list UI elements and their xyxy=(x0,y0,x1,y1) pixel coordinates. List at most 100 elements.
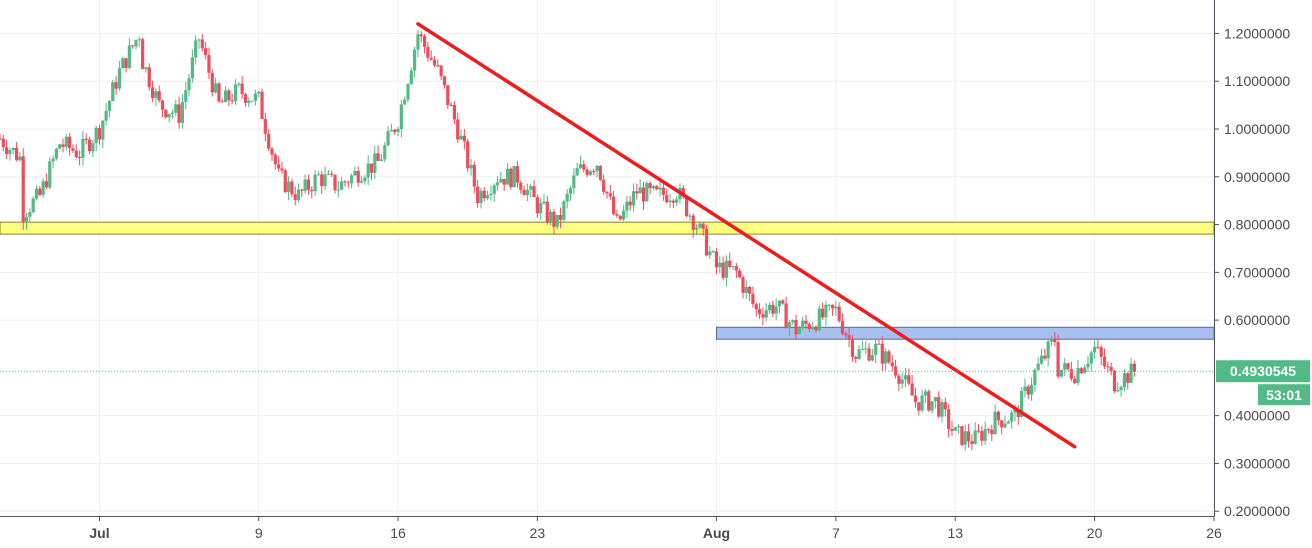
candle-body xyxy=(214,83,218,93)
candle xyxy=(479,187,483,209)
candle xyxy=(903,367,908,388)
candle-body xyxy=(685,196,689,216)
candle-body xyxy=(900,379,904,384)
candle-body xyxy=(204,48,208,56)
candle-body xyxy=(422,36,427,47)
candle xyxy=(1010,410,1014,429)
candle-body xyxy=(207,55,211,73)
candle-body xyxy=(874,343,878,355)
candle-body xyxy=(462,135,466,142)
candle xyxy=(320,171,324,195)
candle-body xyxy=(943,402,947,410)
candle xyxy=(137,36,141,47)
candle-body xyxy=(330,173,334,175)
candle-body xyxy=(0,138,2,140)
x-tick-label: 23 xyxy=(530,525,546,541)
candle xyxy=(204,41,208,60)
candle xyxy=(210,69,214,97)
candle xyxy=(353,166,357,177)
candle-body xyxy=(801,320,805,329)
candle xyxy=(273,152,277,170)
candle-body xyxy=(54,148,58,159)
candle xyxy=(41,178,45,198)
candle-body xyxy=(515,166,520,183)
candle xyxy=(160,99,165,118)
candle-body xyxy=(253,93,258,101)
candle-body xyxy=(187,78,191,91)
candle-body xyxy=(346,182,350,184)
candle-body xyxy=(1129,363,1133,383)
candle-body xyxy=(817,308,821,331)
candle xyxy=(1046,339,1050,367)
candle-body xyxy=(87,139,92,152)
candle xyxy=(283,168,287,194)
candle-body xyxy=(1112,370,1117,392)
candle xyxy=(751,286,755,308)
candle-body xyxy=(217,83,221,102)
y-tick-label: 1.1000000 xyxy=(1224,73,1290,89)
candle xyxy=(200,33,204,52)
candle xyxy=(791,319,795,326)
candle-body xyxy=(917,402,921,411)
candle-body xyxy=(396,128,400,133)
candle-body xyxy=(860,348,865,350)
candle-body xyxy=(58,144,62,149)
candle-body xyxy=(353,170,357,176)
candle xyxy=(837,302,841,323)
candle-body xyxy=(386,131,390,146)
candle xyxy=(456,112,460,144)
candle-body xyxy=(177,104,181,123)
candle xyxy=(771,300,775,318)
candle xyxy=(134,39,138,50)
candle xyxy=(286,176,291,201)
candle-body xyxy=(340,181,344,190)
candle xyxy=(1036,357,1040,371)
candle xyxy=(207,47,211,80)
candle xyxy=(621,204,626,222)
candle xyxy=(568,185,573,201)
candle-body xyxy=(940,402,944,417)
candle-body xyxy=(157,91,161,101)
candle xyxy=(48,157,52,190)
candle xyxy=(240,75,244,100)
candle-body xyxy=(774,306,778,314)
candle xyxy=(877,339,881,345)
candle-body xyxy=(1033,369,1037,385)
candle xyxy=(731,265,735,270)
candle xyxy=(588,169,593,177)
candle-body xyxy=(990,429,994,435)
countdown-tag-bg xyxy=(1258,384,1310,406)
candle xyxy=(688,213,692,222)
candle-body xyxy=(114,82,118,89)
candle xyxy=(1083,364,1087,374)
candle xyxy=(150,80,155,103)
candle-body xyxy=(923,391,928,396)
candle xyxy=(1132,360,1136,377)
candle-body xyxy=(320,174,324,187)
candle-body xyxy=(522,189,526,196)
candle xyxy=(884,348,888,371)
candle-body xyxy=(499,179,503,183)
candle-body xyxy=(558,214,563,220)
candle xyxy=(943,397,947,417)
candle-body xyxy=(1063,363,1067,370)
candle xyxy=(1089,350,1093,372)
candle xyxy=(721,256,725,281)
candle-body xyxy=(1013,409,1017,413)
candle-body xyxy=(711,251,715,253)
candle-body xyxy=(91,143,95,152)
candle xyxy=(615,209,619,218)
candle xyxy=(340,176,344,191)
candle-body xyxy=(243,94,248,103)
candle-body xyxy=(535,197,539,214)
candle xyxy=(406,82,410,103)
candle-body xyxy=(578,164,583,168)
candle xyxy=(757,303,762,319)
candle xyxy=(628,195,632,211)
candle xyxy=(306,174,311,195)
candle-body xyxy=(170,112,175,115)
candle xyxy=(409,67,413,85)
candle-body xyxy=(131,45,135,47)
candle xyxy=(761,307,765,326)
